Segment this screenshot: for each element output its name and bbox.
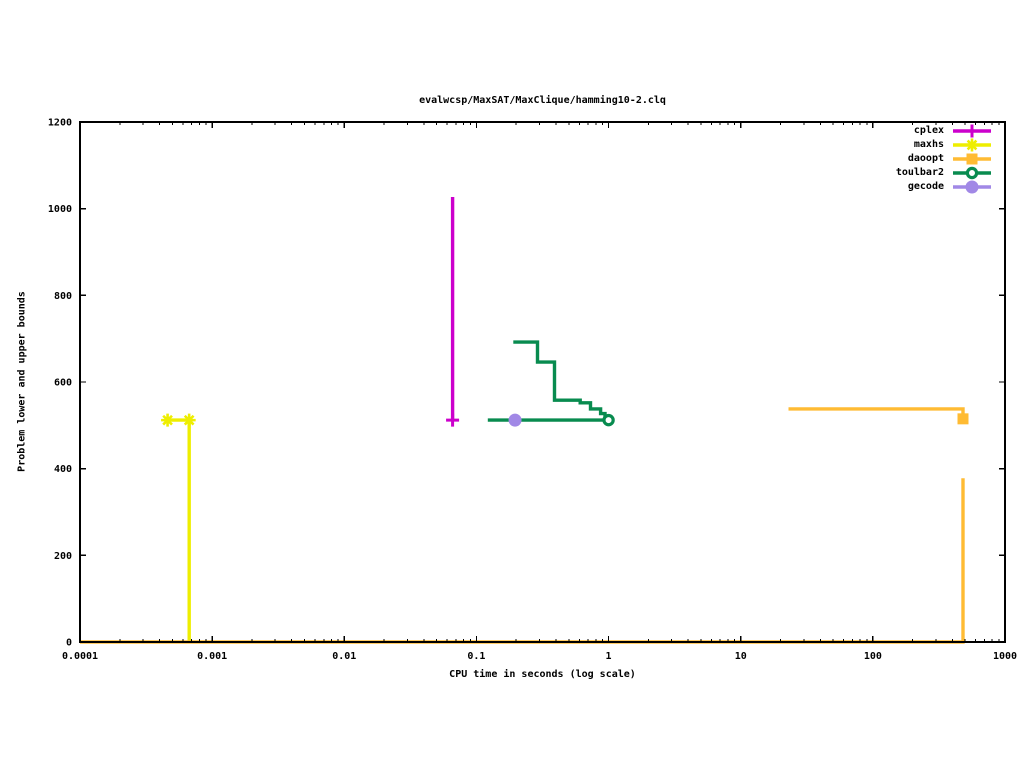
y-axis-label: Problem lower and upper bounds [16,291,28,472]
legend-item-cplex: cplex [896,124,993,138]
svg-text:200: 200 [54,551,72,562]
legend-label-toulbar2: toulbar2 [895,167,944,178]
svg-text:10: 10 [735,651,747,662]
chart-title: evalwcsp/MaxSAT/MaxClique/hamming10-2.cl… [419,95,666,106]
legend-item-gecode: gecode [896,180,993,194]
svg-text:1200: 1200 [48,118,72,129]
x-axis-label: CPU time in seconds (log scale) [449,669,636,680]
legend-item-maxhs: maxhs [896,138,993,152]
legend-item-daoopt: daoopt [896,152,993,166]
legend-sample-maxhs-icon [953,138,991,152]
svg-text:0.1: 0.1 [467,651,485,662]
svg-text:1: 1 [606,651,612,662]
legend-label-daoopt: daoopt [907,153,944,164]
svg-text:800: 800 [54,291,72,302]
svg-text:1000: 1000 [993,651,1017,662]
legend-sample-toulbar2-icon [953,166,991,180]
svg-text:0.001: 0.001 [197,651,227,662]
svg-text:0.0001: 0.0001 [62,651,98,662]
legend-sample-cplex-icon [953,124,991,138]
legend-sample-gecode-icon [953,180,991,194]
legend-label-cplex: cplex [913,125,944,136]
legend-sample-daoopt-icon [953,153,991,165]
legend-label-maxhs: maxhs [913,139,944,150]
svg-text:1000: 1000 [48,204,72,215]
legend-label-gecode: gecode [907,181,944,192]
svg-text:100: 100 [864,651,882,662]
svg-text:0.01: 0.01 [332,651,356,662]
svg-text:400: 400 [54,464,72,475]
svg-text:600: 600 [54,378,72,389]
legend: cplex maxhs daoopt toulbar2 gecode [896,124,993,194]
svg-text:0: 0 [66,638,72,649]
legend-item-toulbar2: toulbar2 [896,166,993,180]
